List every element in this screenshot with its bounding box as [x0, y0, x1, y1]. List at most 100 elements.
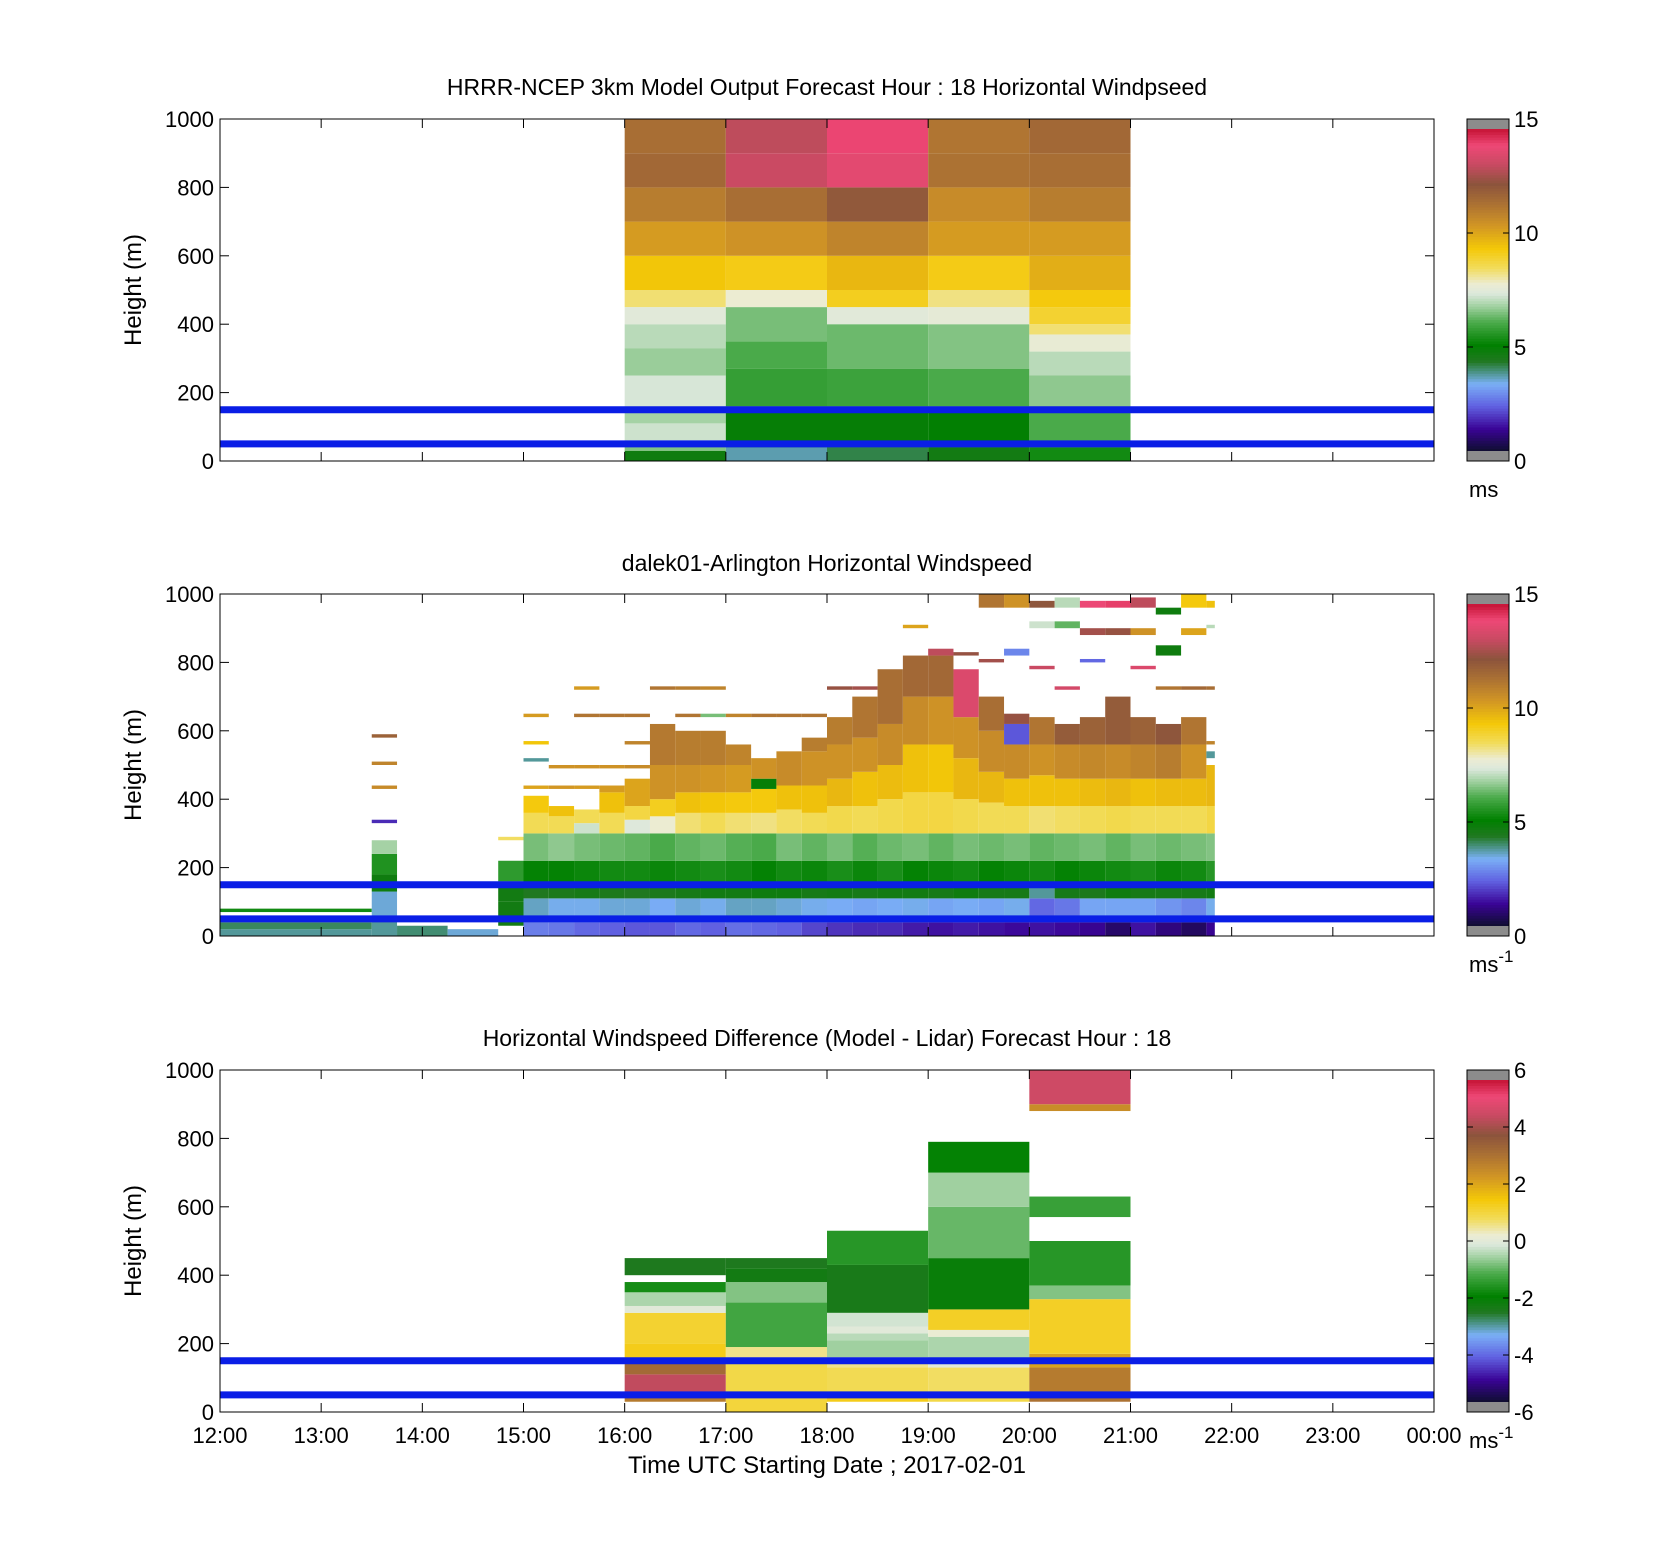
colorbar-segment — [1467, 1122, 1509, 1127]
heatmap-cell — [1029, 600, 1055, 608]
y-axis-label: Height (m) — [120, 234, 147, 346]
colorbar-segment — [1467, 743, 1509, 747]
heatmap-cell — [1079, 922, 1106, 936]
heatmap-cell — [928, 307, 1030, 325]
colorbar-segment — [1467, 346, 1509, 350]
colorbar-segment — [1467, 1273, 1509, 1277]
heatmap-cell — [675, 713, 701, 718]
heatmap-cell — [548, 765, 575, 769]
heatmap-cell — [220, 908, 372, 913]
colorbar-segment — [1467, 257, 1509, 262]
heatmap-cell — [1206, 898, 1215, 923]
panel-1: HRRR-NCEP 3km Model Output Forecast Hour… — [120, 74, 1538, 502]
colorbar-tick-label: -6 — [1514, 1400, 1534, 1425]
heatmap-cell — [1181, 717, 1207, 745]
colorbar-segment — [1467, 316, 1509, 321]
heatmap-cell — [877, 860, 903, 885]
heatmap-cell — [852, 686, 878, 690]
heatmap-cell — [1029, 1299, 1131, 1354]
colorbar-segment — [1467, 858, 1509, 863]
colorbar-segment — [1467, 365, 1509, 369]
colorbar-segment — [1467, 861, 1509, 865]
colorbar-segment — [1467, 920, 1509, 924]
colorbar-segment — [1467, 781, 1509, 785]
heatmap-cell — [1029, 1196, 1131, 1218]
colorbar-segment — [1467, 359, 1509, 364]
colorbar-segment — [1467, 797, 1509, 801]
colorbar-segment — [1467, 204, 1509, 208]
heatmap-cell — [827, 744, 853, 779]
heatmap-cell — [624, 819, 650, 834]
colorbar-segment — [1467, 1262, 1509, 1266]
colorbar-segment — [1467, 649, 1509, 653]
heatmap-cell — [776, 751, 802, 786]
colorbar-segment — [1467, 754, 1509, 758]
heatmap-cell — [624, 1343, 726, 1361]
colorbar-segment — [1467, 614, 1509, 619]
heatmap-cell — [599, 785, 625, 793]
heatmap-cell — [574, 922, 600, 936]
colorbar-segment — [1467, 367, 1509, 372]
heatmap-cell — [599, 792, 625, 813]
colorbar-segment — [1467, 206, 1509, 211]
colorbar-segment — [1467, 853, 1509, 857]
colorbar-tick-label: 4 — [1514, 1115, 1526, 1140]
heatmap-cell — [1029, 334, 1131, 352]
heatmap-cell — [801, 751, 827, 786]
heatmap-cell — [827, 806, 853, 834]
colorbar-segment — [1467, 1318, 1509, 1323]
colorbar-segment — [1467, 1144, 1509, 1148]
heatmap-cell — [675, 792, 701, 813]
colorbar-segment — [1467, 1125, 1509, 1129]
colorbar-segment — [1467, 864, 1509, 868]
colorbar-segment — [1467, 735, 1509, 739]
heatmap-cell — [928, 119, 1030, 154]
heatmap-cell — [827, 922, 853, 936]
heatmap-cell — [1054, 621, 1080, 629]
heatmap-cell — [220, 929, 372, 936]
colorbar-segment — [1467, 400, 1509, 404]
heatmap-cell — [548, 922, 575, 936]
heatmap-cell — [852, 696, 878, 738]
colorbar-segment — [1467, 196, 1509, 200]
colorbar-segment — [1467, 1342, 1509, 1347]
heatmap-cell — [725, 307, 827, 342]
heatmap-cell — [1029, 153, 1131, 188]
colorbar-segment — [1467, 907, 1509, 911]
colorbar-segment — [1467, 775, 1509, 780]
heatmap-cell — [928, 744, 954, 793]
heatmap-cell — [1130, 717, 1156, 745]
colorbar-segment — [1467, 773, 1509, 777]
colorbar-segment — [1467, 239, 1509, 243]
colorbar-segment — [1467, 829, 1509, 833]
colorbar-segment — [1467, 1289, 1509, 1293]
colorbar-segment — [1467, 1351, 1509, 1355]
colorbar-segment — [1467, 1222, 1509, 1226]
colorbar-segment — [1467, 786, 1509, 790]
colorbar-segment — [1467, 1369, 1509, 1374]
heatmap-cell — [523, 833, 549, 861]
colorbar-segment — [1467, 1329, 1509, 1333]
heatmap-cell — [1181, 922, 1207, 936]
colorbar-segment — [1467, 1391, 1509, 1395]
heatmap-cell — [1029, 744, 1055, 776]
heatmap-cell — [700, 730, 726, 765]
heatmap-cell — [523, 758, 549, 762]
heatmap-cell — [725, 922, 752, 936]
heatmap-cell — [978, 802, 1005, 834]
heatmap-cell — [1029, 717, 1055, 745]
heatmap-cell — [928, 648, 954, 656]
heatmap-cell — [953, 860, 979, 885]
colorbar-segment — [1467, 225, 1509, 229]
heatmap-cell — [725, 1302, 827, 1348]
heatmap-cell — [1004, 648, 1030, 656]
heatmap-cell — [1054, 922, 1080, 936]
heatmap-cell — [624, 1305, 726, 1313]
colorbar-segment — [1467, 923, 1509, 927]
colorbar-segment — [1467, 641, 1509, 645]
colorbar-segment — [1467, 373, 1509, 377]
colorbar-segment — [1467, 1208, 1509, 1213]
heatmap-cell — [751, 860, 777, 885]
heatmap-cell — [574, 823, 600, 834]
heatmap-cell — [574, 765, 600, 769]
